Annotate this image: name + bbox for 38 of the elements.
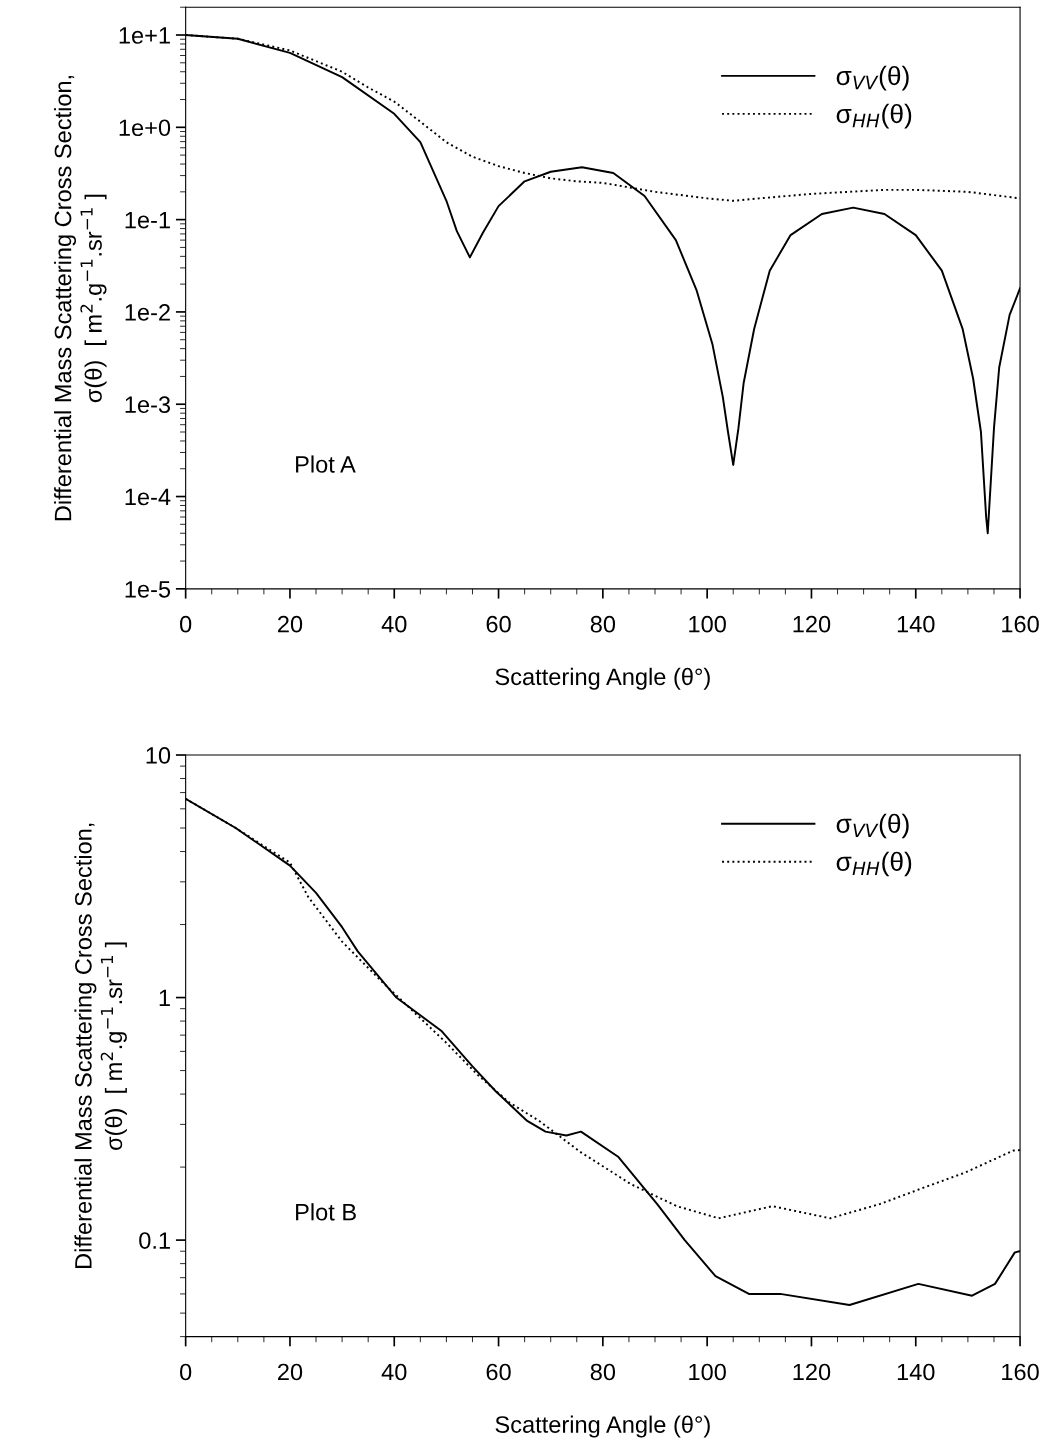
x-tick-label: 0 xyxy=(180,1363,192,1381)
x-tick-label: 120 xyxy=(793,1363,831,1381)
x-tick-label: 60 xyxy=(486,1363,511,1381)
x-tick-label: 120 xyxy=(793,615,831,633)
legend-label: σ$_{VV}$(θ) xyxy=(836,813,909,839)
y-tick-label: 10 xyxy=(146,747,171,764)
y-tick-label: 1e-2 xyxy=(125,303,170,321)
x-axis-title: Scattering Angle (θ°) xyxy=(495,667,710,690)
annotation: Plot A xyxy=(296,455,356,473)
x-tick-label: 20 xyxy=(278,615,303,633)
x-axis-title: Scattering Angle (θ°) xyxy=(495,1415,710,1438)
y-tick-label: 1e-5 xyxy=(125,581,171,598)
legend-label: σ$_{HH}$(θ) xyxy=(836,103,912,129)
legend-label: σ$_{HH}$(θ) xyxy=(836,851,912,877)
x-tick-label: 80 xyxy=(590,1363,616,1381)
legend-label: σ$_{VV}$(θ) xyxy=(836,65,909,91)
x-tick-label: 0 xyxy=(180,615,192,633)
x-tick-label: 80 xyxy=(590,615,616,633)
x-tick-label: 160 xyxy=(1002,1363,1039,1381)
y-tick-label: 1e+0 xyxy=(119,119,171,137)
x-tick-label: 40 xyxy=(381,1363,407,1381)
y-tick-label: 1 xyxy=(159,989,170,1007)
annotation: Plot B xyxy=(296,1203,356,1221)
x-tick-label: 20 xyxy=(278,1363,303,1381)
x-tick-label: 40 xyxy=(381,615,407,633)
y-tick-label: 1e+1 xyxy=(119,27,170,44)
y-tick-label: 0.1 xyxy=(139,1232,170,1249)
x-tick-label: 100 xyxy=(689,1363,726,1381)
x-tick-label: 140 xyxy=(897,1363,935,1381)
y-tick-label: 1e-3 xyxy=(125,396,171,414)
y-axis-title: Differential Mass Scattering Cross Section, σ(θ) [ m$^{2}$.g$^{−1}$.sr$^{−1}$ ] xyxy=(74,823,127,1269)
x-tick-label: 60 xyxy=(486,615,511,633)
y-tick-label: 1e-4 xyxy=(125,488,171,506)
y-tick-label: 1e-1 xyxy=(125,211,170,229)
x-tick-label: 140 xyxy=(897,615,935,633)
x-tick-label: 160 xyxy=(1002,615,1039,633)
y-axis-title: Differential Mass Scattering Cross Section, σ(θ) [ m$^{2}$.g$^{−1}$.sr$^{−1}$ ] xyxy=(54,75,107,521)
x-tick-label: 100 xyxy=(689,615,726,633)
